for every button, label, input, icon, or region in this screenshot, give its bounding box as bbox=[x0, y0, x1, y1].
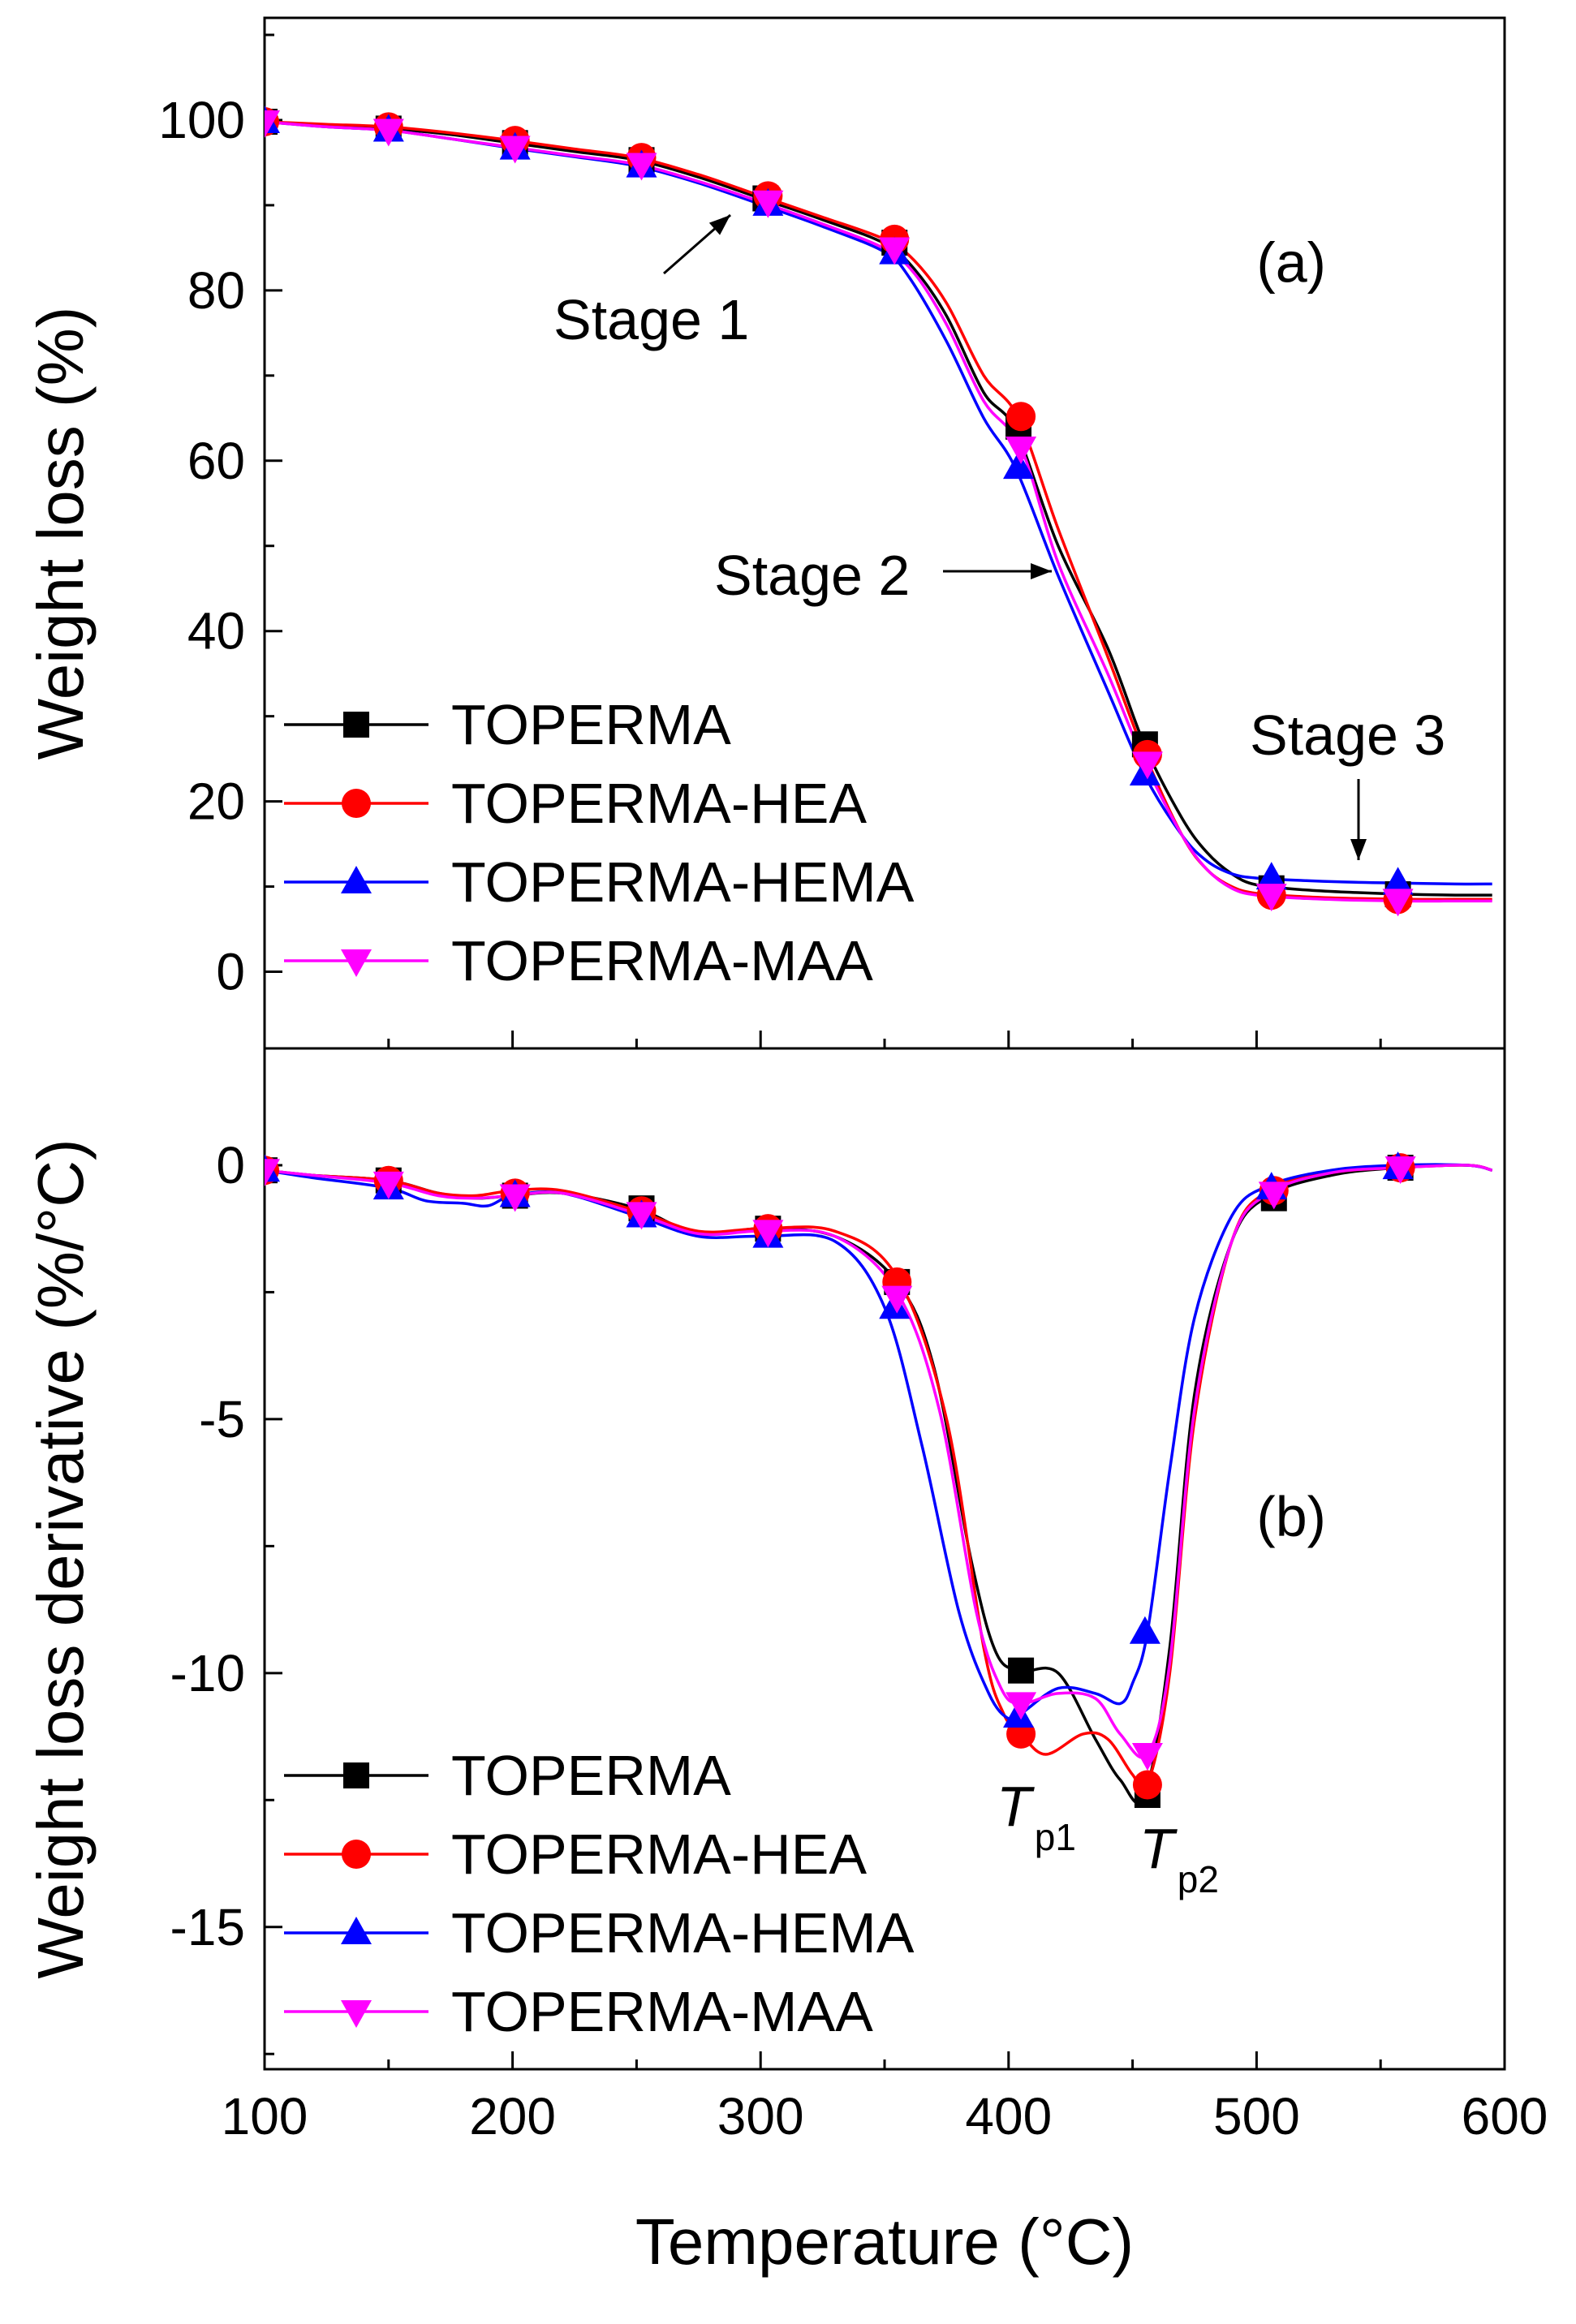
data-point-toperma-maa bbox=[881, 1285, 913, 1314]
legend-label: TOPERMA-HEMA bbox=[451, 1901, 915, 1965]
data-point-toperma-hema bbox=[1255, 862, 1287, 890]
legend-marker bbox=[341, 1917, 372, 1944]
legend-marker bbox=[342, 1840, 371, 1869]
panel-label: (b) bbox=[1256, 1485, 1326, 1548]
annotations: Tp1 Tp2 bbox=[997, 1775, 1219, 1900]
series-layer bbox=[265, 105, 1492, 917]
data-point-toperma-maa bbox=[1258, 1181, 1290, 1210]
y-axis-title: Weight loss derivative (%/°C) bbox=[24, 1138, 97, 1978]
data-point-toperma-maa bbox=[1384, 1156, 1416, 1185]
legend-marker bbox=[341, 949, 372, 977]
data-point-toperma-maa bbox=[265, 110, 280, 139]
stage-3-label: Stage 3 bbox=[1250, 704, 1445, 767]
data-point-toperma bbox=[1008, 1657, 1035, 1684]
y-tick-label: 20 bbox=[187, 773, 245, 831]
data-point-toperma-hema bbox=[1003, 451, 1035, 480]
stage-1-arrow bbox=[663, 213, 731, 275]
legend-label: TOPERMA bbox=[451, 693, 731, 756]
panel-b: 0 -5 -10 -15 100 200 300 400 500 600 Weight loss d… bbox=[24, 1047, 1548, 2278]
data-point-toperma-hea bbox=[1006, 402, 1036, 432]
tp1-label: Tp1 bbox=[997, 1775, 1076, 1858]
y-tick-label: -15 bbox=[170, 1898, 246, 1956]
data-point-toperma-maa bbox=[1131, 1742, 1163, 1771]
x-tick-label: 400 bbox=[965, 2087, 1052, 2145]
y-tick-label: 0 bbox=[216, 943, 245, 1001]
legend-label: TOPERMA-MAA bbox=[451, 929, 873, 992]
peak-symbol: T bbox=[997, 1775, 1035, 1838]
data-point-toperma-maa bbox=[752, 190, 784, 218]
data-point-toperma-maa bbox=[499, 136, 531, 164]
series-line-toperma-maa bbox=[265, 120, 1492, 903]
series-line-toperma-hea bbox=[265, 1164, 1493, 1793]
y-tick-label: 0 bbox=[216, 1136, 245, 1194]
data-point-toperma-maa bbox=[752, 1220, 784, 1248]
data-point-toperma-hema bbox=[1129, 1616, 1160, 1644]
x-tick-label: 500 bbox=[1213, 2087, 1300, 2145]
x-tick-label: 100 bbox=[222, 2087, 308, 2145]
y-tick-label: 40 bbox=[187, 602, 245, 661]
stage-2-arrow-head bbox=[1031, 563, 1052, 579]
data-point-toperma-maa bbox=[626, 153, 657, 181]
legend-marker bbox=[343, 1762, 369, 1788]
annotations: Stage 1 Stage 2 Stage 3 bbox=[553, 213, 1445, 860]
panel-label: (a) bbox=[1256, 230, 1326, 294]
x-tick-label: 600 bbox=[1462, 2087, 1548, 2145]
stage-3-arrow bbox=[1350, 779, 1367, 860]
legend-label: TOPERMA-HEA bbox=[451, 772, 867, 835]
y-tick-label: 100 bbox=[158, 91, 245, 149]
data-point-toperma-maa bbox=[499, 1184, 531, 1212]
series-layer bbox=[265, 1151, 1493, 1809]
data-point-toperma-maa bbox=[1255, 884, 1287, 912]
y-axis-title: Weight loss (%) bbox=[24, 307, 97, 760]
data-point-toperma-maa bbox=[265, 1159, 280, 1187]
x-axis-title: Temperature (°C) bbox=[635, 2206, 1134, 2278]
data-point-toperma-maa bbox=[372, 118, 404, 147]
legend-marker bbox=[341, 866, 372, 893]
data-point-toperma-maa bbox=[1382, 889, 1414, 917]
stage-2-label: Stage 2 bbox=[714, 544, 910, 607]
x-tick-label: 200 bbox=[469, 2087, 556, 2145]
data-point-toperma-maa bbox=[1131, 751, 1163, 780]
data-point-toperma-maa bbox=[879, 237, 911, 265]
data-point-toperma-hea bbox=[1132, 1770, 1162, 1800]
series-line-toperma-hema bbox=[265, 1163, 1493, 1722]
y-tick-label: 80 bbox=[187, 261, 245, 320]
legend: TOPERMA TOPERMA-HEA TOPERMA-HEMA TOPERMA-MA… bbox=[284, 1744, 915, 2043]
peak-subscript: p1 bbox=[1035, 1816, 1076, 1858]
peak-symbol: T bbox=[1139, 1817, 1178, 1880]
data-point-toperma-maa bbox=[1005, 437, 1037, 465]
legend-label: TOPERMA-HEA bbox=[451, 1823, 867, 1886]
data-point-toperma-maa bbox=[1005, 1692, 1037, 1720]
stage-2-arrow bbox=[943, 563, 1052, 579]
stage-1-label: Stage 1 bbox=[553, 288, 749, 351]
stage-1-arrow-head bbox=[708, 215, 730, 235]
tp2-label: Tp2 bbox=[1139, 1817, 1219, 1900]
stage-3-arrow-head bbox=[1350, 839, 1367, 860]
legend-label: TOPERMA bbox=[451, 1744, 731, 1807]
legend-label: TOPERMA-HEMA bbox=[451, 850, 915, 914]
y-tick-label: 60 bbox=[187, 432, 245, 490]
data-point-toperma-hema bbox=[1382, 867, 1414, 895]
y-tick-label: -5 bbox=[199, 1390, 245, 1448]
data-point-toperma-maa bbox=[372, 1171, 404, 1199]
legend-label: TOPERMA-MAA bbox=[451, 1980, 873, 2043]
legend-marker bbox=[342, 789, 371, 818]
legend: TOPERMA TOPERMA-HEA TOPERMA-HEMA TOPERMA-MA… bbox=[284, 693, 915, 992]
legend-marker bbox=[343, 712, 369, 738]
data-point-toperma-maa bbox=[626, 1202, 657, 1230]
peak-subscript: p2 bbox=[1178, 1858, 1219, 1900]
y-tick-label: -10 bbox=[170, 1644, 246, 1702]
legend-marker bbox=[341, 2000, 372, 2028]
x-tick-label: 300 bbox=[717, 2087, 804, 2145]
